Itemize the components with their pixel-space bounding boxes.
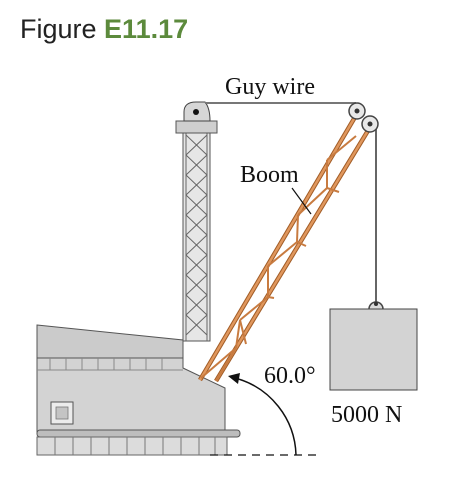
figure-caption: Figure E11.17 <box>20 16 188 43</box>
deck-rail <box>36 429 241 438</box>
figure-label: Figure <box>20 14 97 44</box>
angle-label: 60.0° <box>264 363 316 389</box>
boom-label: Boom <box>240 162 299 188</box>
guy-wire-label: Guy wire <box>225 74 315 100</box>
top-pulleys <box>348 102 379 133</box>
weight-block <box>329 301 418 391</box>
figure-number: E11.17 <box>104 14 189 44</box>
tower-pin <box>193 109 199 115</box>
tower <box>175 101 218 342</box>
building <box>36 324 241 456</box>
boom <box>198 110 374 383</box>
angle-indicator <box>210 373 318 456</box>
tower-cap <box>175 120 218 134</box>
angle-arrowhead <box>228 373 240 384</box>
weight-label: 5000 N <box>331 402 402 428</box>
boom-leader-line <box>291 187 312 215</box>
